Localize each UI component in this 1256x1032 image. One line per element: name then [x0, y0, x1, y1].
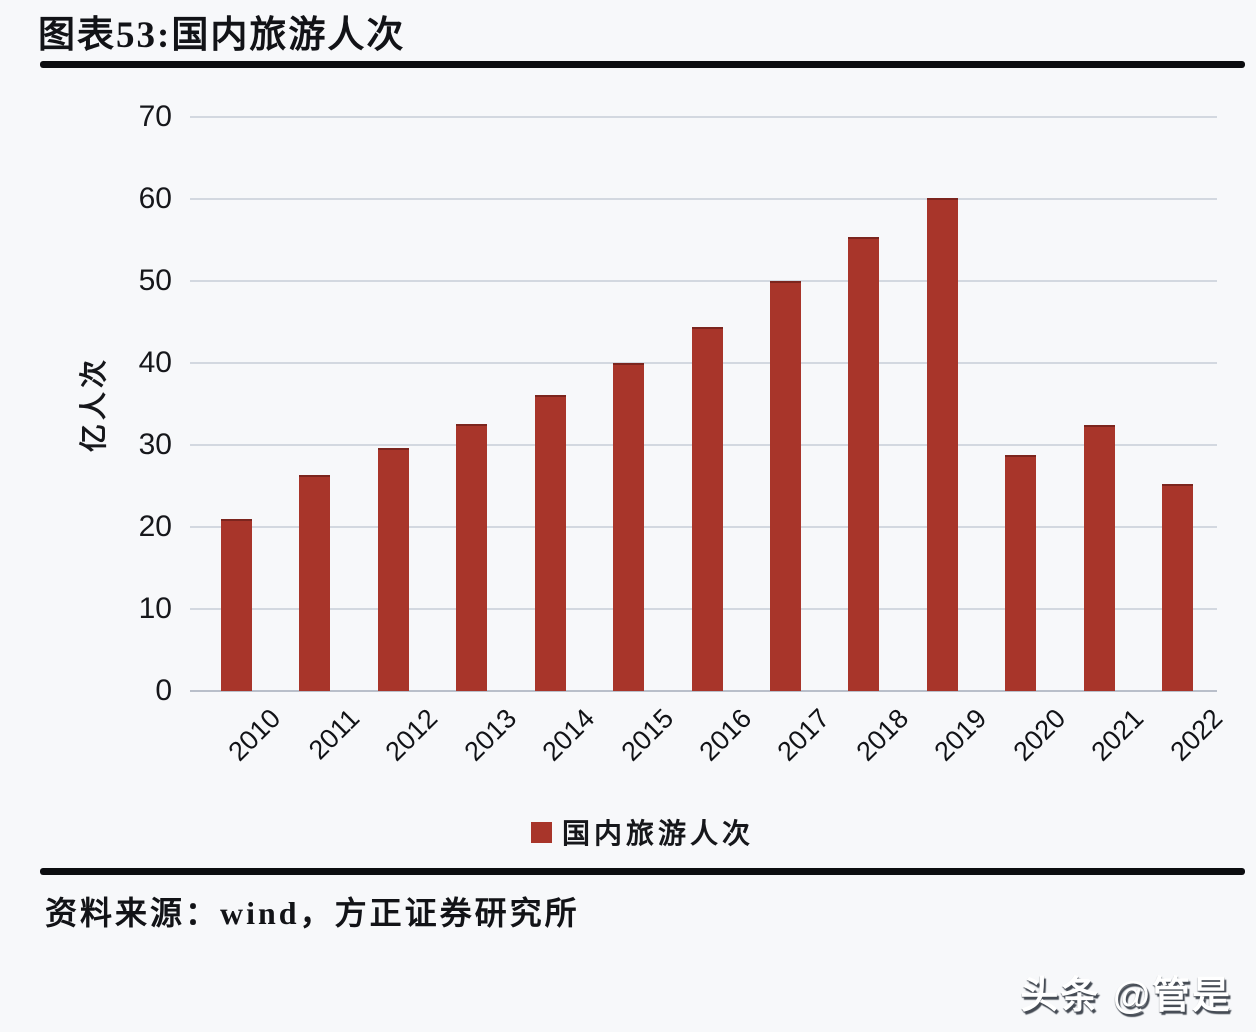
x-tick-label-2022: 2022	[1164, 703, 1228, 767]
x-tick-label-2018: 2018	[850, 703, 915, 767]
bar-2019	[926, 198, 958, 691]
x-tick-label-2010: 2010	[222, 703, 287, 767]
x-tick-label-2019: 2019	[928, 703, 993, 767]
plot-area	[190, 116, 1217, 692]
gridline-y-70	[190, 116, 1217, 118]
gridline-y-50	[190, 280, 1217, 282]
bar-2016	[691, 326, 723, 691]
x-tick-label-2016: 2016	[693, 703, 758, 767]
footer-divider-line	[40, 868, 1245, 875]
bar-2010	[220, 518, 252, 691]
source-note: 资料来源：wind，方正证券研究所	[45, 895, 580, 931]
y-tick-label-70: 70	[138, 100, 172, 133]
x-tick-label-2014: 2014	[536, 703, 601, 767]
x-tick-label-2013: 2013	[458, 703, 522, 767]
x-tick-label-2012: 2012	[379, 703, 444, 767]
bar-2015	[613, 363, 645, 691]
bar-2014	[534, 394, 566, 691]
gridline-y-0	[190, 690, 1217, 692]
y-tick-label-10: 10	[138, 592, 172, 625]
bar-2013	[456, 423, 488, 691]
watermark: 头条 @管是	[1020, 975, 1232, 1017]
bar-2018	[848, 236, 880, 691]
bar-2017	[769, 281, 801, 691]
y-tick-label-40: 40	[138, 346, 172, 379]
y-axis-title: 亿人次	[79, 356, 110, 453]
x-tick-label-2020: 2020	[1007, 703, 1072, 767]
y-tick-label-0: 0	[155, 674, 172, 707]
y-tick-label-50: 50	[138, 264, 172, 297]
bar-2012	[377, 448, 409, 691]
x-tick-label-2011: 2011	[302, 703, 365, 766]
y-tick-label-60: 60	[138, 182, 172, 215]
bar-2021	[1083, 424, 1115, 691]
x-tick-label-2015: 2015	[615, 703, 679, 767]
y-tick-label-20: 20	[138, 510, 172, 543]
chart-title: 图表53:国内旅游人次	[38, 15, 406, 56]
bar-2011	[299, 474, 331, 691]
gridline-y-60	[190, 198, 1217, 200]
x-tick-label-2021: 2021	[1085, 703, 1150, 767]
legend-swatch-icon	[531, 821, 552, 843]
bar-2022	[1162, 483, 1194, 691]
bar-2020	[1005, 454, 1037, 691]
legend-label: 国内旅游人次	[562, 819, 755, 850]
y-tick-label-30: 30	[138, 428, 172, 461]
x-tick-label-2017: 2017	[771, 703, 836, 767]
legend: 国内旅游人次	[531, 812, 754, 852]
title-divider-line	[40, 61, 1245, 68]
